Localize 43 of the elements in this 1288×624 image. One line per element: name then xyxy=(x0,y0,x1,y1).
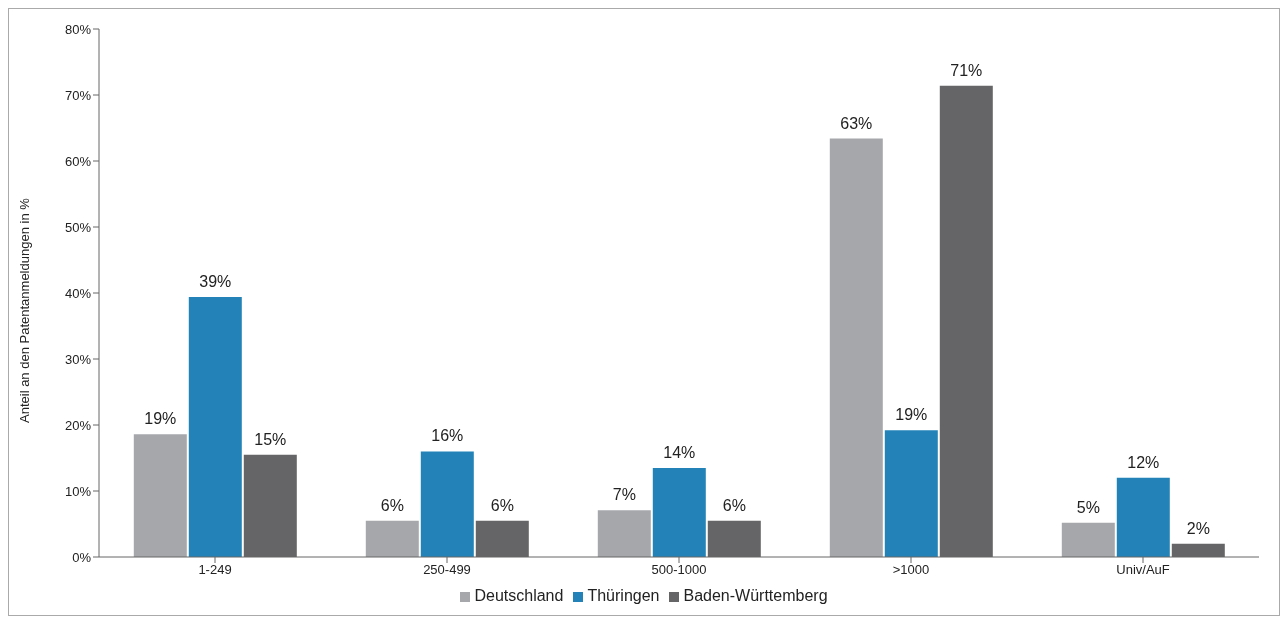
legend-label: Thüringen xyxy=(587,587,660,604)
y-tick-label: 80% xyxy=(64,21,92,37)
y-tick-label: 70% xyxy=(64,87,92,103)
y-tick-label: 30% xyxy=(64,351,92,367)
y-tick-label: 40% xyxy=(64,285,92,301)
x-tick-label: >1000 xyxy=(892,562,930,578)
x-tick-label: 1-249 xyxy=(198,562,232,578)
legend-label: Baden-Württemberg xyxy=(683,587,828,604)
bar xyxy=(365,520,419,557)
data-label: 14% xyxy=(663,443,696,461)
y-axis-title: Anteil an den Patentanmeldungen in % xyxy=(16,197,32,423)
x-tick-label: 250-499 xyxy=(423,562,471,578)
bar xyxy=(188,296,242,557)
data-label: 19% xyxy=(144,410,177,428)
legend-label: Deutschland xyxy=(474,587,564,604)
y-tick-label: 10% xyxy=(64,483,92,499)
data-label: 5% xyxy=(1076,498,1100,516)
bar xyxy=(652,467,706,557)
bar xyxy=(420,451,474,557)
x-tick-label: 500-1000 xyxy=(651,562,707,578)
data-label: 63% xyxy=(840,114,873,132)
data-label: 6% xyxy=(380,496,404,514)
data-label: 6% xyxy=(490,496,514,514)
data-label: 6% xyxy=(722,496,746,514)
bar xyxy=(829,138,883,557)
data-label: 39% xyxy=(199,272,232,290)
data-label: 12% xyxy=(1127,453,1160,471)
data-label: 16% xyxy=(431,427,464,445)
y-tick-label: 20% xyxy=(64,417,92,433)
bar xyxy=(597,510,651,557)
bar xyxy=(1061,522,1115,557)
data-label: 71% xyxy=(950,61,983,79)
y-tick-label: 60% xyxy=(64,153,92,169)
bar xyxy=(133,434,187,557)
data-label: 19% xyxy=(895,406,928,424)
x-tick-label: Univ/AuF xyxy=(1116,562,1170,578)
y-tick-label: 0% xyxy=(72,549,92,565)
bar xyxy=(1116,477,1170,557)
data-label: 15% xyxy=(254,430,287,448)
data-label: 7% xyxy=(612,486,636,504)
data-label: 2% xyxy=(1186,519,1210,537)
y-tick-label: 50% xyxy=(64,219,92,235)
bar xyxy=(884,430,938,557)
